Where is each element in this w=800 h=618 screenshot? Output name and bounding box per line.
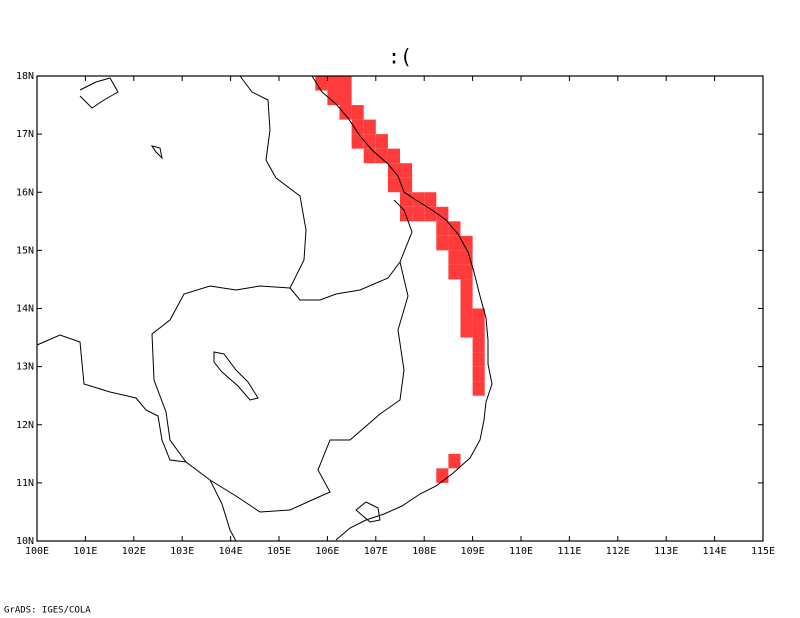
grid-cell xyxy=(448,264,461,280)
grid-cell xyxy=(460,308,473,324)
grid-cell xyxy=(472,366,485,382)
y-tick-label: 12N xyxy=(16,420,34,431)
grid-cell xyxy=(339,105,352,120)
grid-cell xyxy=(375,134,388,149)
x-tick-label: 110E xyxy=(509,546,533,557)
x-tick-label: 104E xyxy=(219,546,243,557)
y-tick-label: 15N xyxy=(16,245,34,256)
grid-cell xyxy=(460,293,473,309)
grid-cell xyxy=(472,381,485,396)
x-tick-label: 103E xyxy=(170,546,194,557)
map-title: :( xyxy=(388,45,412,69)
grid-cell xyxy=(460,235,473,251)
grid-cell xyxy=(327,76,340,91)
grid-cell xyxy=(363,119,376,135)
grid-cell xyxy=(400,206,413,222)
grid-cell xyxy=(327,90,340,106)
grid-cell xyxy=(375,148,388,164)
grid-cell xyxy=(460,250,473,265)
x-tick-label: 107E xyxy=(364,546,388,557)
x-tick-label: 113E xyxy=(654,546,678,557)
x-tick-label: 105E xyxy=(267,546,291,557)
x-tick-label: 102E xyxy=(122,546,146,557)
footer: GrADS: IGES/COLA xyxy=(4,606,91,616)
y-tick-label: 11N xyxy=(16,478,34,489)
grid-cell xyxy=(412,206,425,222)
grid-cell xyxy=(363,134,376,149)
x-tick-label: 106E xyxy=(315,546,339,557)
grid-cell xyxy=(460,323,473,338)
x-tick-label: 108E xyxy=(412,546,436,557)
grid-cell xyxy=(400,192,413,207)
x-tick-label: 112E xyxy=(606,546,630,557)
grid-cell xyxy=(460,264,473,280)
grid-cell xyxy=(436,206,449,222)
x-tick-label: 109E xyxy=(461,546,485,557)
grid-cell xyxy=(339,90,352,106)
grid-cell xyxy=(424,192,437,207)
y-tick-label: 16N xyxy=(16,187,34,198)
x-tick-label: 114E xyxy=(703,546,727,557)
grid-cell xyxy=(448,235,461,251)
grid-cell xyxy=(339,76,352,91)
grid-cell xyxy=(363,148,376,164)
grid-cell xyxy=(448,453,461,469)
grid-cell xyxy=(387,148,400,164)
coastlines xyxy=(36,75,493,542)
grid-cell xyxy=(351,105,364,120)
grid-cell xyxy=(460,279,473,294)
grid-cell xyxy=(472,337,485,353)
x-tick-label: 100E xyxy=(25,546,49,557)
y-tick-label: 10N xyxy=(16,536,34,547)
y-tick-label: 14N xyxy=(16,304,34,315)
grid-cell xyxy=(436,235,449,251)
grid-cell xyxy=(436,221,449,236)
grid-cell xyxy=(448,221,461,236)
grid-cell xyxy=(351,119,364,135)
grid-cell xyxy=(472,323,485,338)
x-tick-label: 101E xyxy=(73,546,97,557)
y-tick-label: 13N xyxy=(16,362,34,373)
x-tick-label: 115E xyxy=(751,546,775,557)
grid-cell xyxy=(351,134,364,149)
grid-cell xyxy=(472,308,485,324)
y-tick-label: 18N xyxy=(16,71,34,82)
grid-cell xyxy=(387,177,400,193)
grid-cell xyxy=(472,352,485,367)
y-tick-label: 17N xyxy=(16,129,34,140)
frame xyxy=(36,75,764,542)
grid-cell xyxy=(448,250,461,265)
x-tick-label: 111E xyxy=(557,546,581,557)
grid-cell xyxy=(400,163,413,178)
grid-cell xyxy=(412,192,425,207)
